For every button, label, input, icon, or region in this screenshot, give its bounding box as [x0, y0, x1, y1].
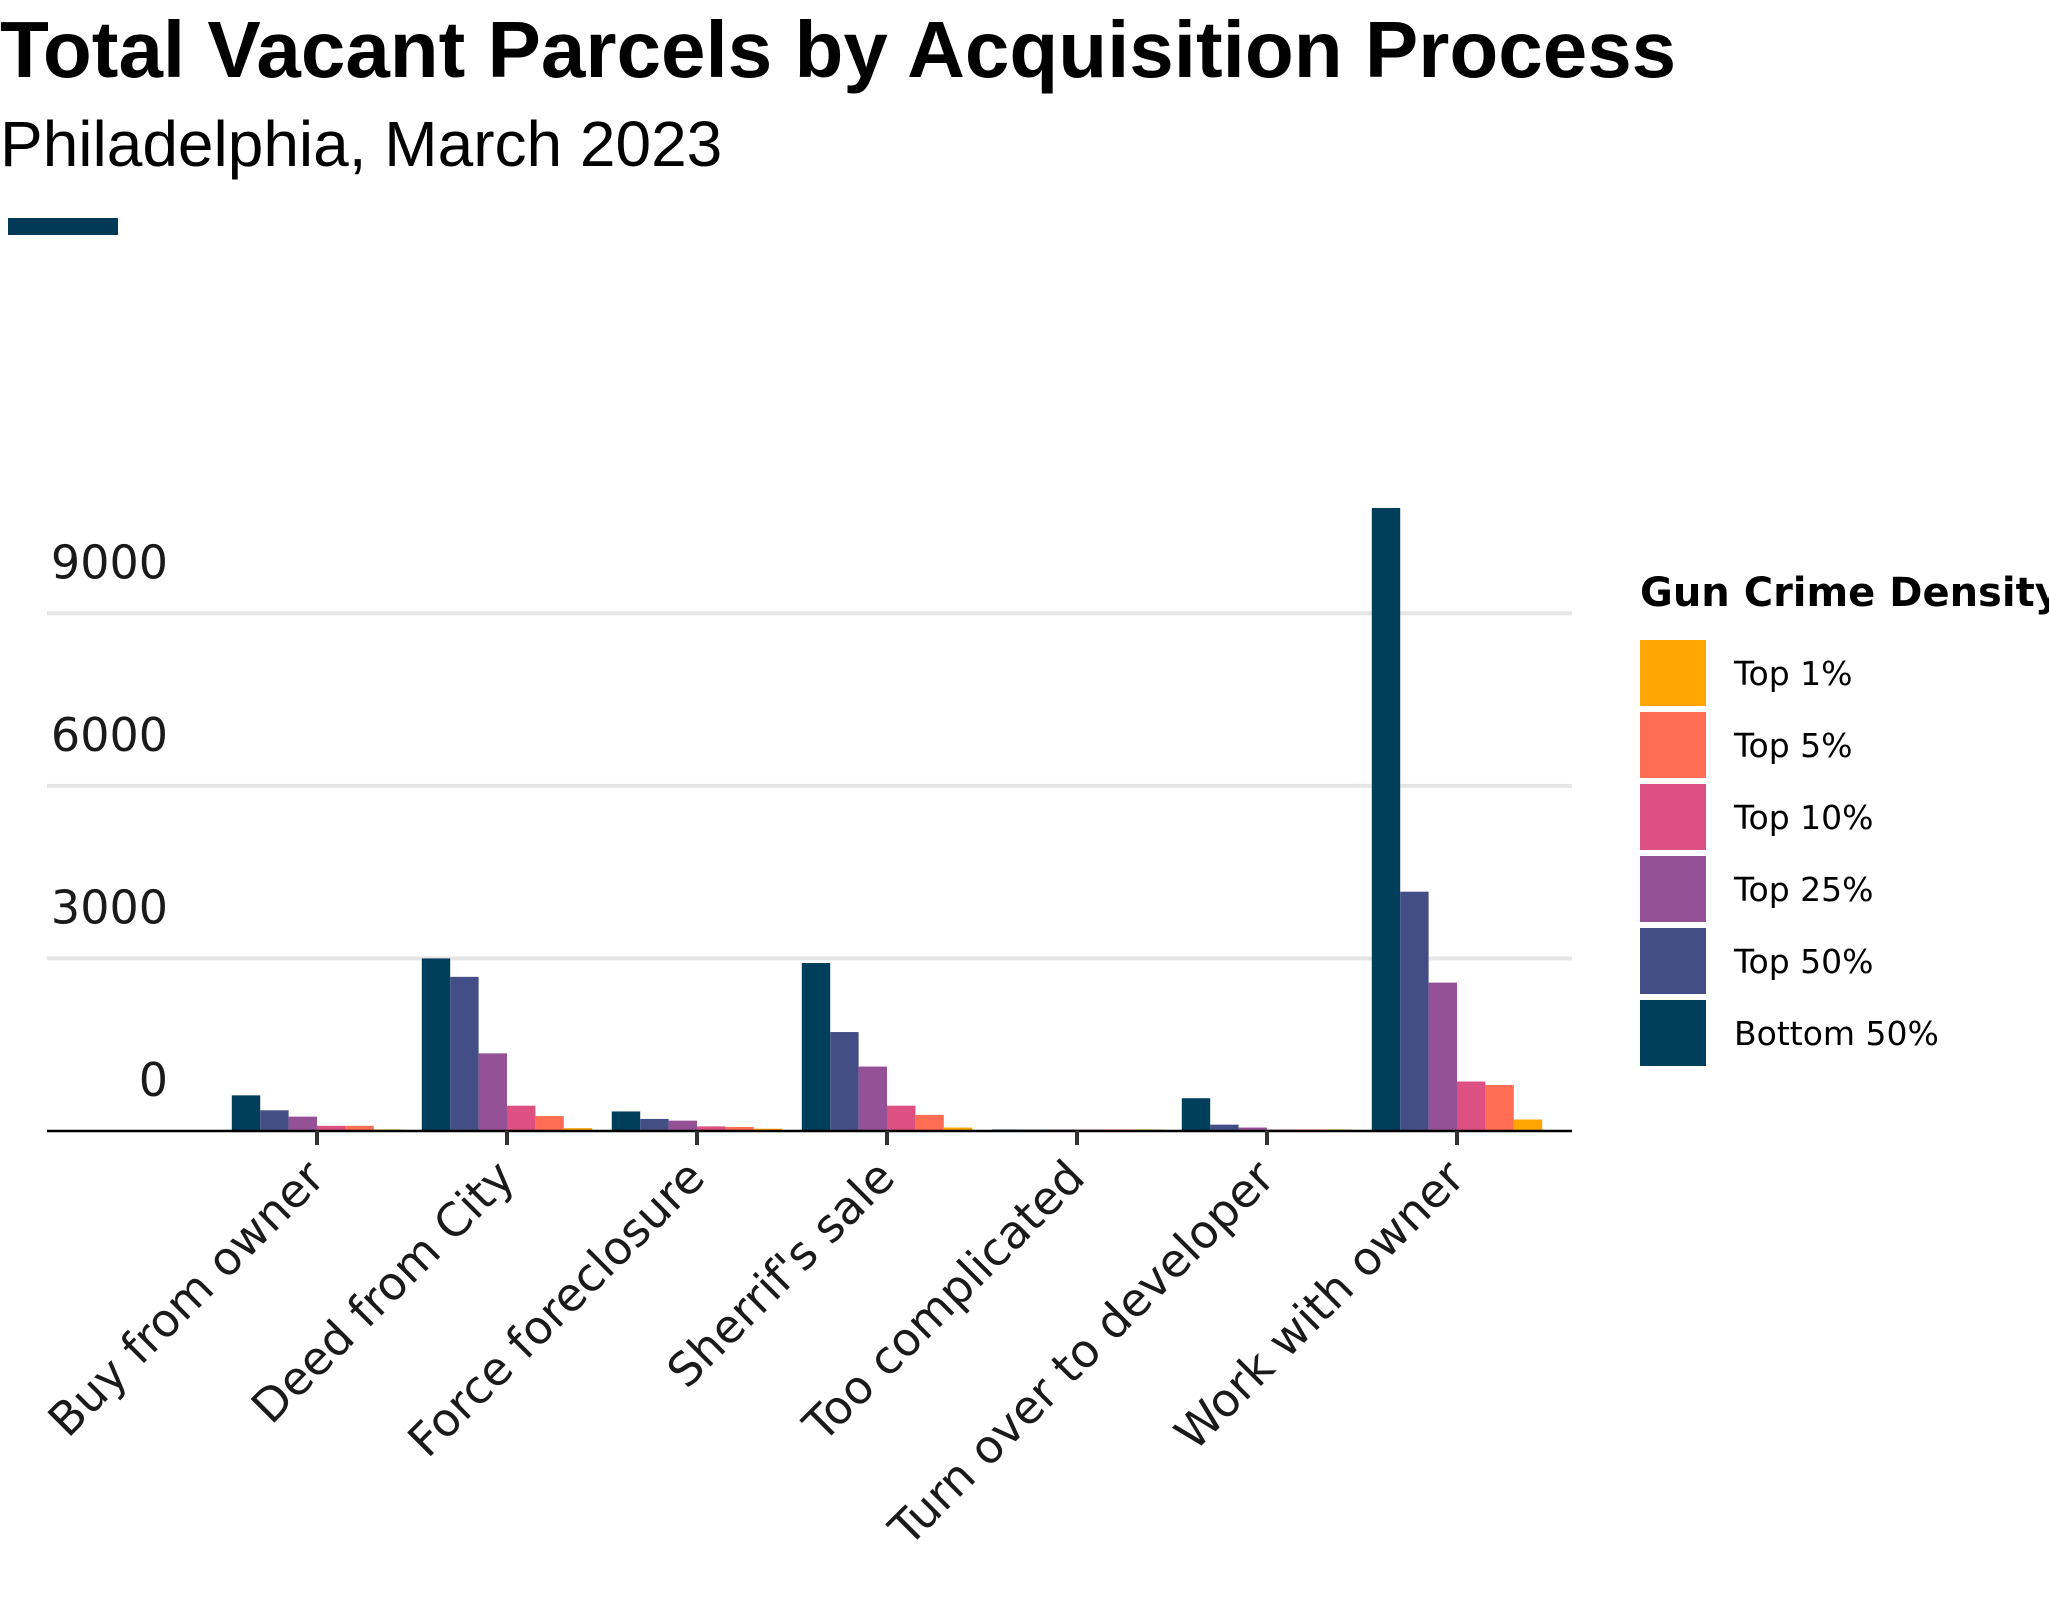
chart-title: Total Vacant Parcels by Acquisition Proc…	[0, 5, 1677, 94]
bar	[535, 1116, 564, 1131]
bar	[231, 1095, 261, 1131]
bar	[887, 1105, 916, 1131]
legend-items: Top 1% Top 5% Top 10% Top 25% Top 50% Bottom …	[1640, 637, 2049, 1069]
bar	[858, 1066, 887, 1131]
bar	[1181, 1098, 1211, 1131]
legend-title: Gun Crime Density	[1640, 570, 2049, 616]
bar	[668, 1120, 697, 1131]
gridlines	[47, 611, 1572, 961]
y-tick-label: 9000	[51, 535, 168, 589]
bar	[915, 1114, 944, 1131]
legend-label: Top 10%	[1734, 797, 1874, 837]
bars	[231, 508, 1543, 1131]
legend-swatch	[1640, 1000, 1706, 1066]
accent-rule	[8, 218, 118, 235]
legend-label: Top 25%	[1734, 869, 1874, 909]
bar	[943, 1127, 973, 1131]
legend: Gun Crime Density Top 1% Top 5% Top 10% Top…	[1640, 565, 2049, 1069]
bar	[421, 958, 451, 1131]
bar	[450, 976, 479, 1131]
x-axis	[47, 1129, 1572, 1145]
bar	[563, 1128, 593, 1131]
y-tick-label: 3000	[51, 880, 168, 934]
bar	[1428, 982, 1457, 1131]
bar	[1513, 1119, 1543, 1131]
bar	[1238, 1127, 1267, 1131]
bar	[640, 1118, 669, 1131]
legend-label: Top 5%	[1734, 725, 1853, 765]
bar	[1371, 508, 1401, 1131]
chart-subtitle: Philadelphia, March 2023	[0, 108, 723, 180]
bar	[478, 1053, 507, 1131]
legend-item: Top 50%	[1640, 925, 2049, 997]
bar	[1400, 891, 1429, 1131]
bar	[611, 1111, 641, 1131]
legend-item: Top 10%	[1640, 781, 2049, 853]
bar	[725, 1126, 754, 1131]
legend-swatch	[1640, 640, 1706, 706]
bar	[697, 1126, 726, 1131]
y-tick-label: 0	[139, 1053, 168, 1107]
y-axis-tick-labels: 0 3000 6000 9000	[51, 535, 168, 1107]
legend-item: Top 1%	[1640, 637, 2049, 709]
bar	[260, 1110, 289, 1131]
x-tick-label: Turn over to developer	[878, 1150, 1285, 1557]
bar	[1210, 1124, 1239, 1131]
legend-label: Top 50%	[1734, 941, 1874, 981]
legend-swatch	[1640, 784, 1706, 850]
bar	[317, 1125, 346, 1131]
bar	[507, 1105, 536, 1131]
legend-swatch	[1640, 856, 1706, 922]
legend-label: Top 1%	[1734, 653, 1853, 693]
y-tick-label: 6000	[51, 708, 168, 762]
bar	[1485, 1084, 1514, 1131]
legend-label: Bottom 50%	[1734, 1013, 1939, 1053]
bar	[345, 1125, 374, 1131]
bar	[1457, 1081, 1486, 1131]
legend-item: Top 25%	[1640, 853, 2049, 925]
legend-swatch	[1640, 928, 1706, 994]
bar	[830, 1032, 859, 1131]
bar	[288, 1116, 317, 1131]
legend-item: Top 5%	[1640, 709, 2049, 781]
legend-swatch	[1640, 712, 1706, 778]
legend-item: Bottom 50%	[1640, 997, 2049, 1069]
bar	[801, 963, 831, 1131]
